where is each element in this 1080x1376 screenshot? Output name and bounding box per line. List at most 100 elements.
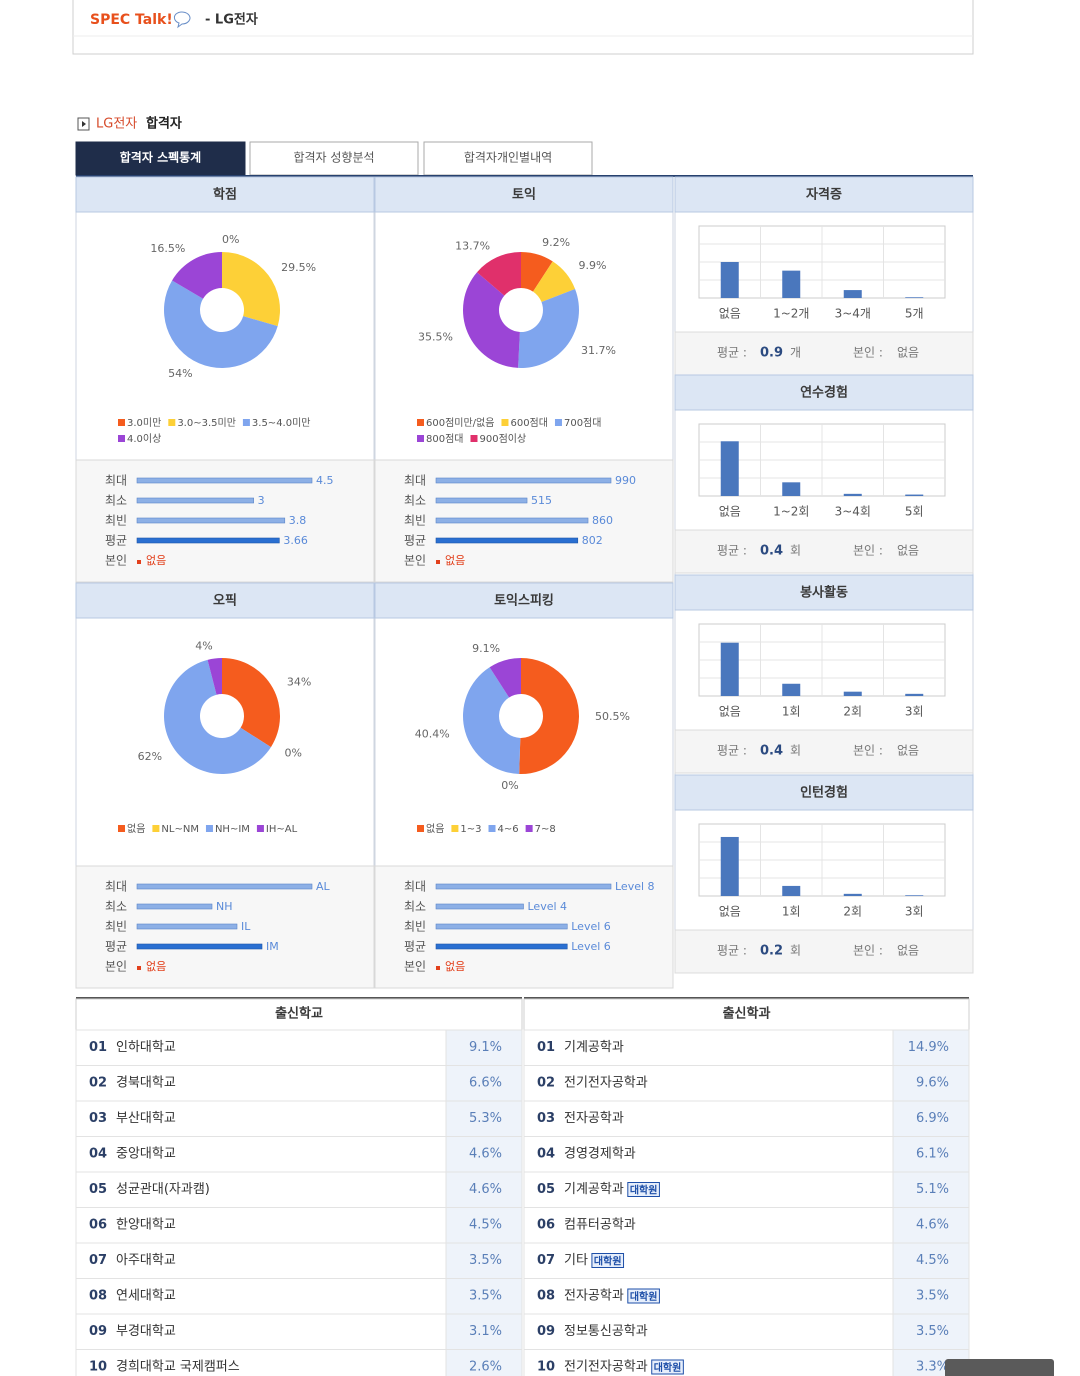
share: 5.3%	[469, 1111, 502, 1126]
self-value: 없음	[146, 960, 166, 973]
donut-slice	[172, 252, 222, 299]
legend-swatch	[470, 435, 478, 442]
legend-swatch	[417, 435, 424, 442]
stat-value: 3	[258, 494, 265, 507]
x-tick-label: 3회	[905, 705, 924, 719]
legend-swatch	[205, 825, 213, 832]
rank: 04	[89, 1147, 107, 1162]
x-tick-label: 2회	[843, 705, 862, 719]
badge-box	[627, 1182, 660, 1197]
donut-slice	[222, 658, 280, 748]
tab-label[interactable]: 합격자 성향분석	[293, 151, 374, 165]
table-title: 출신학과	[723, 1006, 771, 1022]
donut-slice	[163, 280, 278, 369]
stat-value: 3.66	[283, 534, 308, 547]
stat-bar	[136, 883, 313, 890]
self-value: 없음	[445, 960, 465, 973]
share: 6.9%	[916, 1111, 949, 1126]
self-value: 없음	[146, 554, 166, 567]
share: 6.1%	[916, 1147, 949, 1162]
name: 정보통신공학과	[564, 1324, 648, 1339]
x-tick-label: 3~4회	[835, 505, 871, 519]
name: 기계공학과	[564, 1040, 624, 1055]
legend-swatch	[242, 419, 250, 426]
stat-label: 최소	[404, 900, 426, 914]
rank: 09	[537, 1324, 555, 1339]
tab-label[interactable]: 합격자 스펙통계	[120, 150, 201, 165]
legend-label: 3.0미만	[127, 417, 161, 429]
share: 5.1%	[916, 1182, 949, 1197]
legend-label: 600점미만/없음	[426, 416, 494, 429]
tab-label[interactable]: 합격자개인별내역	[464, 151, 552, 165]
name: 성균관대(자과캠)	[116, 1182, 210, 1197]
bar	[905, 693, 924, 696]
stat-value: IL	[241, 920, 251, 933]
self-marker	[436, 560, 440, 564]
donut-slice	[489, 658, 521, 698]
rank: 10	[537, 1360, 555, 1375]
tab[interactable]	[75, 141, 246, 176]
stat-value: AL	[316, 880, 331, 893]
badge-box	[591, 1253, 625, 1268]
stat-bar	[136, 923, 238, 930]
stat-label: 평균	[404, 940, 426, 954]
legend-label: 4~6	[498, 824, 519, 835]
table-header	[75, 998, 523, 1031]
slice-label: 31.7%	[581, 344, 616, 357]
name: 전기전자공학과	[564, 1076, 648, 1091]
bar	[782, 885, 801, 896]
overlay-bar	[945, 1359, 1054, 1376]
legend-swatch	[451, 825, 459, 832]
bar	[720, 836, 739, 896]
slice-label: 0%	[222, 233, 239, 246]
stat-bar	[435, 477, 612, 484]
badge: 대학원	[594, 1255, 622, 1268]
stat-bar	[435, 903, 524, 910]
bar	[782, 683, 801, 696]
share: 3.5%	[916, 1324, 949, 1339]
legend-swatch	[152, 825, 160, 832]
section-company: LG전자	[96, 117, 137, 132]
rank: 08	[537, 1289, 555, 1304]
stat-label: 본인	[404, 554, 426, 568]
panel-header	[75, 582, 375, 619]
name: 경북대학교	[116, 1076, 176, 1091]
bar	[905, 895, 924, 896]
panel-title: 봉사활동	[800, 585, 848, 601]
chat-icon	[173, 11, 191, 29]
donut-slice	[477, 252, 521, 296]
self-marker	[137, 560, 141, 564]
stat-bar	[136, 903, 213, 910]
stat-bar	[435, 537, 579, 544]
bar	[782, 270, 801, 298]
self-label: 본인 :	[853, 744, 883, 758]
legend-label: 없음	[426, 822, 444, 835]
stat-bar	[435, 923, 568, 930]
panel-header	[674, 374, 974, 411]
panel-title: 토익	[512, 187, 536, 203]
stat-label: 본인	[105, 960, 127, 974]
share-cell	[445, 1242, 523, 1279]
name: 전자공학과	[564, 1289, 624, 1304]
share: 4.6%	[469, 1182, 502, 1197]
share-cell	[892, 1029, 970, 1066]
legend-swatch	[168, 419, 176, 426]
slice-label: 4%	[195, 640, 212, 653]
badge-box	[627, 1288, 660, 1304]
stat-value: Level 6	[571, 940, 611, 953]
tab[interactable]	[249, 141, 419, 176]
share-cell	[445, 1207, 523, 1244]
legend-swatch	[256, 825, 264, 832]
donut-slice	[518, 288, 579, 369]
donut-slice	[207, 658, 222, 695]
legend-swatch	[525, 825, 533, 832]
stat-bar	[435, 943, 568, 950]
section-icon-arrow	[82, 121, 86, 127]
rank: 05	[89, 1182, 107, 1197]
share: 3.5%	[916, 1289, 949, 1304]
panel-title: 토익스피킹	[494, 593, 554, 609]
x-tick-label: 없음	[719, 505, 741, 519]
average-area	[674, 331, 974, 376]
panel-title: 자격증	[806, 188, 842, 203]
